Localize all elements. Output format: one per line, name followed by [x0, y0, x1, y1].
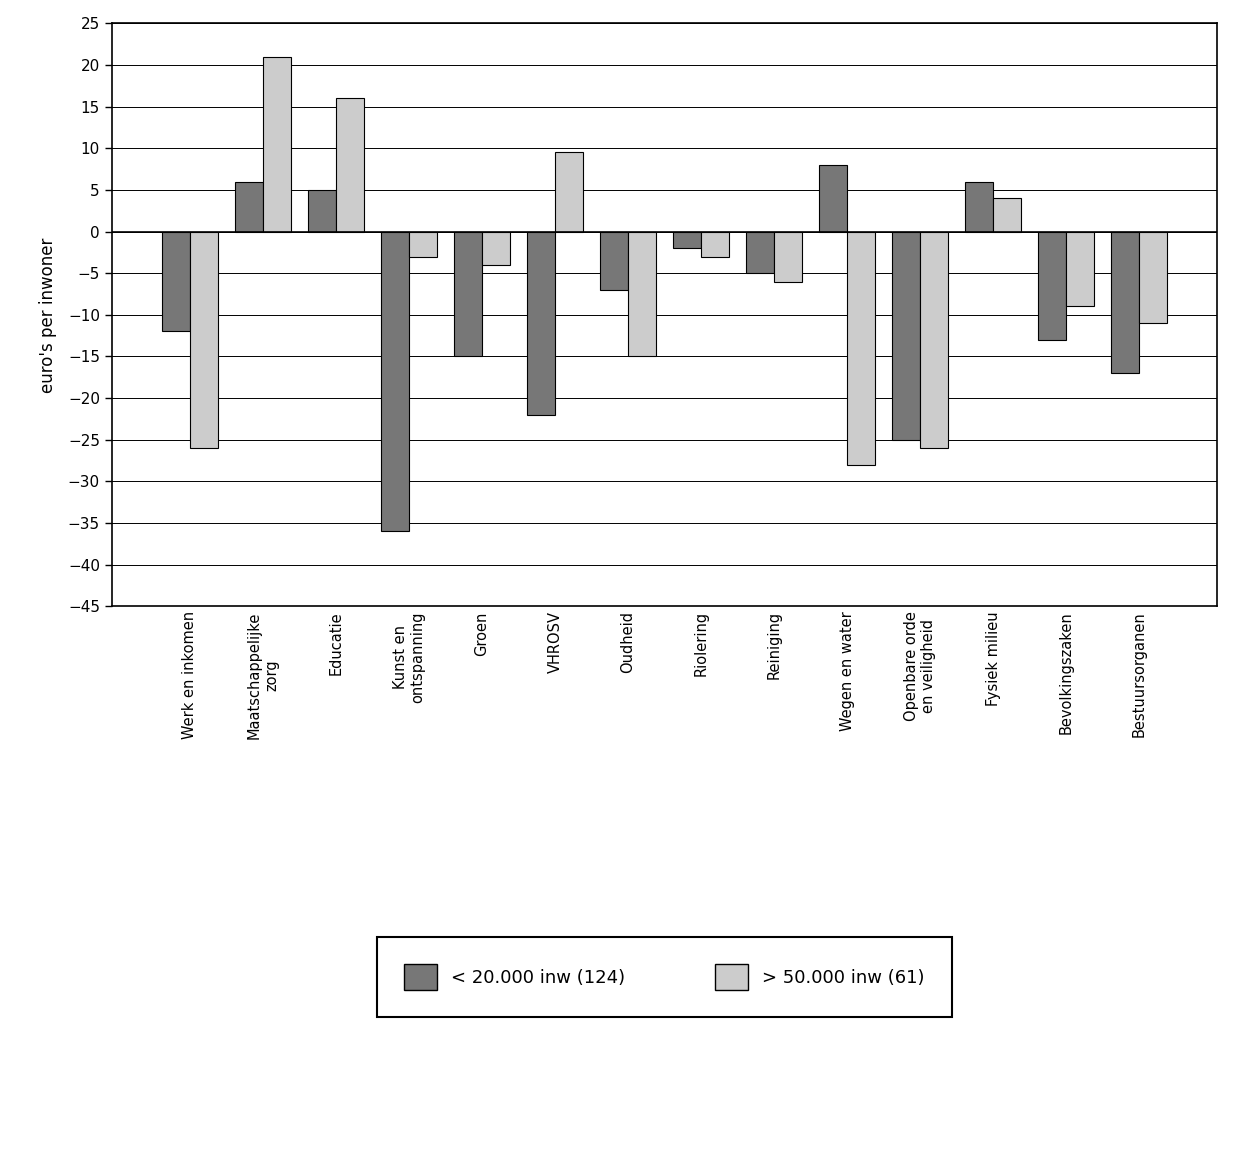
Bar: [527, 232, 555, 415]
Bar: [965, 182, 994, 232]
Bar: [628, 232, 656, 357]
Bar: [820, 164, 847, 232]
Bar: [263, 57, 291, 232]
Bar: [190, 232, 217, 448]
Bar: [161, 232, 190, 331]
Bar: [700, 232, 729, 257]
Bar: [892, 232, 920, 440]
Bar: [381, 232, 409, 532]
Bar: [1112, 232, 1139, 373]
Bar: [673, 232, 700, 248]
Y-axis label: euro's per inwoner: euro's per inwoner: [39, 237, 57, 393]
Bar: [746, 232, 774, 273]
Bar: [1038, 232, 1066, 339]
Bar: [555, 153, 582, 232]
Bar: [308, 190, 335, 232]
Bar: [455, 232, 482, 357]
Bar: [409, 232, 437, 257]
Bar: [600, 232, 628, 290]
Bar: [1139, 232, 1167, 323]
Bar: [335, 98, 364, 232]
Bar: [847, 232, 874, 465]
Bar: [994, 198, 1021, 232]
Bar: [920, 232, 948, 448]
Bar: [235, 182, 263, 232]
Legend: < 20.000 inw (124), > 50.000 inw (61): < 20.000 inw (124), > 50.000 inw (61): [378, 937, 951, 1017]
Bar: [1066, 232, 1094, 307]
Bar: [774, 232, 802, 281]
Bar: [482, 232, 509, 265]
